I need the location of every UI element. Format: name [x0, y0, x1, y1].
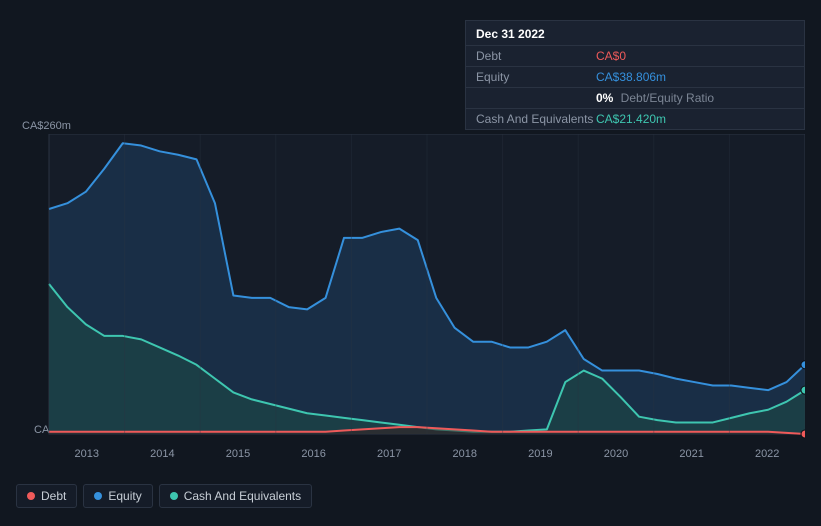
summary-panel: Dec 31 2022 DebtCA$0EquityCA$38.806m0% D… [465, 20, 805, 130]
xaxis-tick: 2020 [604, 448, 628, 460]
yaxis-max-label: CA$260m [22, 120, 71, 132]
xaxis-tick: 2017 [377, 448, 401, 460]
summary-row-label: Equity [476, 70, 596, 84]
xaxis-tick: 2022 [755, 448, 779, 460]
legend-dot [170, 492, 178, 500]
legend-label: Debt [41, 489, 66, 503]
summary-row-label: Debt [476, 49, 596, 63]
legend-item-equity[interactable]: Equity [83, 484, 152, 508]
legend-item-cash-and-equivalents[interactable]: Cash And Equivalents [159, 484, 312, 508]
xaxis-tick: 2014 [150, 448, 174, 460]
xaxis-tick: 2019 [528, 448, 552, 460]
xaxis-tick: 2013 [75, 448, 99, 460]
xaxis-tick: 2015 [226, 448, 250, 460]
legend-item-debt[interactable]: Debt [16, 484, 77, 508]
summary-row-value: CA$0 [596, 49, 626, 63]
legend: Debt Equity Cash And Equivalents [16, 484, 312, 508]
summary-row: 0% Debt/Equity Ratio [466, 87, 804, 108]
summary-date: Dec 31 2022 [466, 21, 804, 45]
summary-row-value: 0% Debt/Equity Ratio [596, 91, 714, 105]
legend-dot [94, 492, 102, 500]
legend-label: Equity [108, 489, 141, 503]
xaxis-tick: 2021 [679, 448, 703, 460]
summary-row-value: CA$38.806m [596, 70, 666, 84]
chart-svg [16, 134, 805, 444]
summary-row: EquityCA$38.806m [466, 66, 804, 87]
summary-row: DebtCA$0 [466, 45, 804, 66]
xaxis-tick: 2018 [453, 448, 477, 460]
legend-dot [27, 492, 35, 500]
legend-label: Cash And Equivalents [184, 489, 301, 503]
xaxis-tick: 2016 [301, 448, 325, 460]
debt-equity-chart: CA$260m CA$0 201320142015201620172018201… [16, 120, 805, 470]
summary-row-label [476, 91, 596, 105]
